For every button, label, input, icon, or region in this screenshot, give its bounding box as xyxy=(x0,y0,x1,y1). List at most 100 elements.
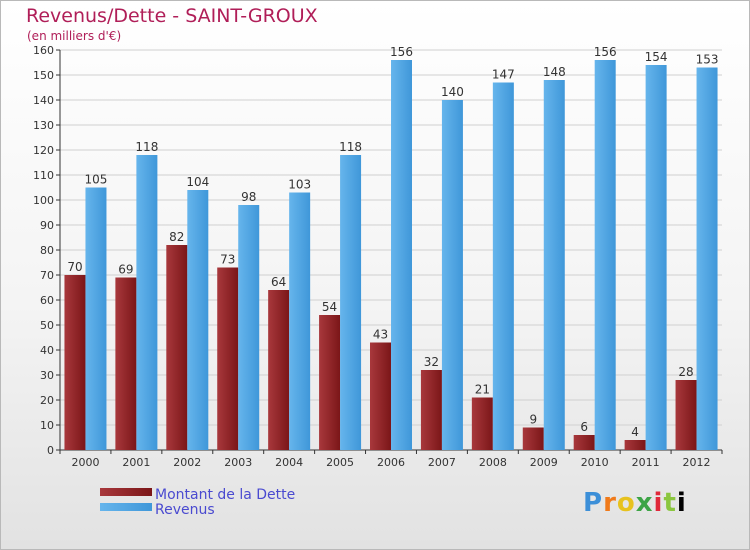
x-tick-label: 2003 xyxy=(224,456,252,469)
bar-debt xyxy=(471,397,493,450)
y-tick-label: 30 xyxy=(40,369,54,382)
bar-revenue xyxy=(594,60,616,450)
data-label-debt: 6 xyxy=(580,420,588,434)
bar-debt xyxy=(217,267,239,450)
data-label-revenue: 148 xyxy=(543,65,566,79)
data-label-revenue: 153 xyxy=(696,53,719,67)
bar-layer xyxy=(64,60,718,450)
bar-debt xyxy=(624,440,646,450)
bar-debt xyxy=(268,290,290,450)
bar-revenue xyxy=(391,60,412,450)
y-tick-label: 0 xyxy=(47,444,54,457)
legend-label-debt: Montant de la Dette xyxy=(155,487,295,503)
legend-label-revenue: Revenus xyxy=(155,502,215,518)
bar-debt xyxy=(675,380,697,450)
bar-revenue xyxy=(187,190,209,450)
x-tick-label: 2012 xyxy=(683,456,711,469)
bar-revenue xyxy=(289,192,311,450)
logo-letter: o xyxy=(616,488,636,518)
data-label-revenue: 105 xyxy=(85,173,108,187)
bar-revenue xyxy=(441,100,463,450)
y-tick-label: 40 xyxy=(40,344,54,357)
bar-debt xyxy=(115,277,137,450)
x-tick-label: 2007 xyxy=(428,456,456,469)
bar-revenue xyxy=(85,187,107,450)
data-label-debt: 4 xyxy=(631,425,639,439)
legend-swatch-debt xyxy=(100,488,152,496)
data-label-revenue: 156 xyxy=(390,45,413,59)
label-layer: 7010569118821047398641035411843156321402… xyxy=(67,45,718,439)
logo-letter: i xyxy=(676,488,687,518)
bar-debt xyxy=(420,370,442,450)
data-label-debt: 28 xyxy=(678,365,693,379)
data-label-debt: 70 xyxy=(67,260,82,274)
chart-title: Revenus/Dette - SAINT-GROUX xyxy=(26,5,318,27)
x-tick-label: 2006 xyxy=(377,456,405,469)
data-label-revenue: 118 xyxy=(339,140,362,154)
chart-subtitle: (en milliers d'€) xyxy=(27,29,122,43)
y-tick-label: 60 xyxy=(40,294,54,307)
data-label-debt: 73 xyxy=(220,253,235,267)
bar-revenue xyxy=(543,80,565,450)
logo-letter: t xyxy=(663,488,677,518)
data-label-revenue: 104 xyxy=(186,175,209,189)
data-label-debt: 9 xyxy=(529,413,537,427)
x-tick-label: 2002 xyxy=(173,456,201,469)
data-label-revenue: 154 xyxy=(645,50,668,64)
y-tick-label: 140 xyxy=(33,94,54,107)
x-tick-label: 2008 xyxy=(479,456,507,469)
data-label-debt: 43 xyxy=(373,328,388,342)
data-label-debt: 64 xyxy=(271,275,286,289)
y-tick-label: 90 xyxy=(40,219,54,232)
y-tick-label: 70 xyxy=(40,269,54,282)
bar-debt xyxy=(319,315,341,450)
x-tick-label: 2004 xyxy=(275,456,303,469)
data-label-debt: 69 xyxy=(118,263,133,277)
logo-letter: i xyxy=(653,488,664,518)
bar-debt xyxy=(573,435,595,450)
x-tick-label: 2005 xyxy=(326,456,354,469)
data-label-revenue: 118 xyxy=(135,140,158,154)
bar-revenue xyxy=(645,65,667,450)
data-label-revenue: 147 xyxy=(492,68,515,82)
y-tick-label: 100 xyxy=(33,194,54,207)
bar-debt xyxy=(64,275,86,450)
data-label-revenue: 140 xyxy=(441,85,464,99)
bar-debt xyxy=(522,427,544,450)
legend-swatch-revenue xyxy=(100,503,152,511)
bar-revenue xyxy=(238,205,260,450)
x-tick-label: 2010 xyxy=(581,456,609,469)
bar-debt xyxy=(370,342,391,450)
bar-debt xyxy=(166,245,188,450)
x-tick-label: 2000 xyxy=(71,456,99,469)
bar-revenue xyxy=(696,67,718,450)
data-label-debt: 82 xyxy=(169,230,184,244)
axis-layer: 0 10 20 30 40 50 60 70 80 90 100 110 120 130 140 150 160… xyxy=(33,44,723,469)
bar-revenue xyxy=(340,155,362,450)
x-tick-label: 2009 xyxy=(530,456,558,469)
y-tick-label: 110 xyxy=(33,169,54,182)
y-tick-label: 20 xyxy=(40,394,54,407)
y-tick-label: 150 xyxy=(33,69,54,82)
y-tick-label: 160 xyxy=(33,44,54,57)
data-label-revenue: 156 xyxy=(594,45,617,59)
logo-letter: r xyxy=(603,488,617,518)
data-label-revenue: 103 xyxy=(288,178,311,192)
logo-letter: x xyxy=(635,488,654,518)
data-label-revenue: 98 xyxy=(241,190,256,204)
proxiti-logo: Proxiti xyxy=(583,488,687,518)
y-tick-label: 130 xyxy=(33,119,54,132)
x-tick-label: 2001 xyxy=(122,456,150,469)
bar-revenue xyxy=(136,155,158,450)
logo-letter: P xyxy=(583,488,604,518)
y-tick-label: 10 xyxy=(40,419,54,432)
x-tick-label: 2011 xyxy=(632,456,660,469)
data-label-debt: 54 xyxy=(322,300,337,314)
bar-revenue xyxy=(492,82,514,450)
legend: Montant de la Dette Revenus xyxy=(100,487,295,518)
data-label-debt: 32 xyxy=(424,355,439,369)
data-label-debt: 21 xyxy=(475,383,490,397)
y-tick-label: 80 xyxy=(40,244,54,257)
y-tick-label: 120 xyxy=(33,144,54,157)
